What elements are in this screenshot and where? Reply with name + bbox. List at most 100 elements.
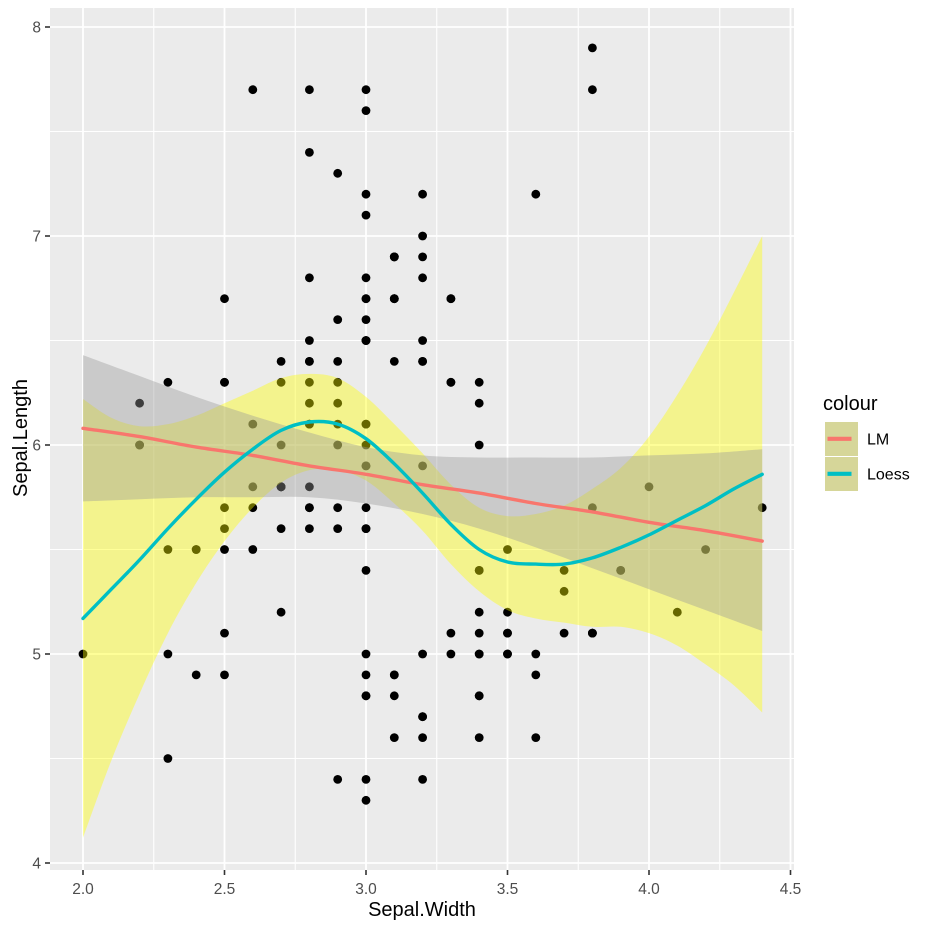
x-tick-label: 4.5 [780,881,802,898]
data-point [361,775,371,784]
data-point [305,398,314,408]
data-point [361,85,371,95]
data-point [333,377,343,387]
data-point [305,273,314,283]
y-axis-title: Sepal.Length [10,379,32,497]
data-point [418,189,427,199]
data-point [305,85,314,95]
data-point [276,607,286,617]
data-point [248,482,258,492]
data-point [418,336,427,345]
data-point [616,566,626,575]
data-point [531,733,541,742]
data-point [531,649,541,659]
data-point [191,670,201,680]
loess-line [81,419,764,621]
data-point [389,357,399,366]
data-point [588,85,597,95]
data-point [361,670,371,680]
x-tick-label: 2.5 [214,881,236,898]
data-point [333,440,343,450]
data-point [559,628,569,638]
data-point [305,336,314,345]
x-tick-label: 3.5 [497,881,519,898]
data-point [220,377,229,387]
axes: 2.0 2.5 3.0 3.5 4.0 4.5 4 5 6 7 8 [32,20,801,899]
legend-title: colour [823,393,878,415]
x-tick-label: 4.0 [638,881,660,898]
legend: colour LM Loess [823,393,910,491]
data-point [446,649,456,659]
data-point [503,545,512,554]
data-point [474,377,484,387]
x-axis-title: Sepal.Width [368,899,476,921]
data-point [163,754,173,763]
x-tick-label: 3.0 [355,881,377,898]
data-point [276,524,286,533]
data-point [361,106,371,115]
data-point [248,419,258,429]
data-point [474,398,484,408]
data-point [503,628,512,638]
data-point [305,524,314,533]
data-point [559,566,569,575]
data-point [446,294,456,304]
data-point [333,775,343,784]
data-point [361,294,371,304]
data-point [305,357,314,366]
data-point [333,503,343,513]
data-point [361,524,371,533]
data-point [361,273,371,283]
y-tick-label: 4 [32,856,41,873]
data-point [276,357,286,366]
data-point [333,168,343,178]
y-tick-label: 6 [32,438,41,455]
data-point [220,503,229,513]
data-point [361,419,371,429]
data-point [333,398,343,408]
data-point [361,440,371,450]
data-point [135,440,145,450]
data-point [305,377,314,387]
data-point [163,545,173,554]
loess-ci-ribbon [83,236,763,838]
data-point [503,649,512,659]
data-point [389,252,399,262]
data-point [757,503,767,513]
data-point [333,357,343,366]
data-point [446,377,456,387]
data-point [701,545,710,554]
data-point [361,461,371,471]
data-point [418,273,427,283]
data-point [474,607,484,617]
data-point [305,503,314,513]
data-point [474,440,484,450]
y-tick-label: 5 [32,647,41,664]
data-point [474,628,484,638]
data-point [361,315,371,324]
data-point [418,231,427,241]
data-point [276,482,286,492]
data-point [361,189,371,199]
data-point [78,649,88,659]
data-point [672,607,682,617]
data-point [248,545,258,554]
data-point [418,461,427,471]
data-point [361,503,371,513]
data-point [361,795,371,805]
data-point [305,148,314,157]
data-point [389,294,399,304]
data-point [191,545,201,554]
data-point [644,482,654,492]
data-point [588,43,597,53]
data-point [361,566,371,575]
data-point [474,566,484,575]
data-point [559,586,569,596]
x-tick-label: 2.0 [72,881,94,898]
data-point [418,775,427,784]
data-point [474,691,484,701]
data-point [220,524,229,533]
data-point [389,733,399,742]
data-point [361,336,371,345]
data-point [446,628,456,638]
